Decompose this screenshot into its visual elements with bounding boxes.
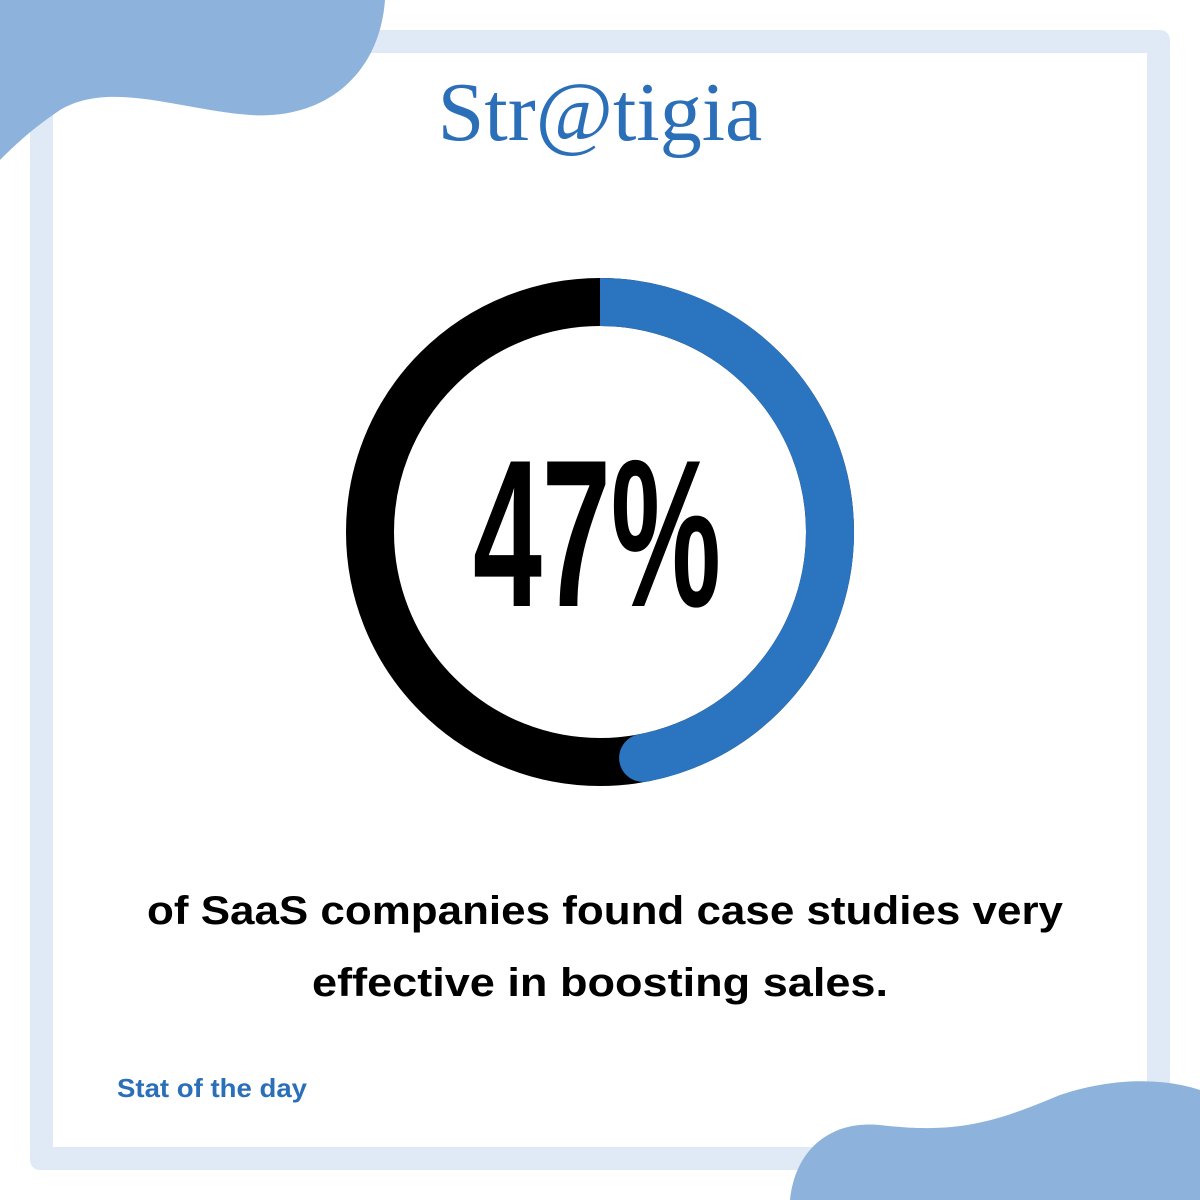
blob-bottom-right xyxy=(790,1081,1200,1200)
logo: Str@tigia xyxy=(438,66,763,159)
value-label: 47% xyxy=(473,416,721,651)
donut-arc xyxy=(599,278,854,782)
donut-chart: 47% of SaaS companies found case studies … xyxy=(147,278,1064,1005)
caption-line: effective in boosting sales. xyxy=(312,961,888,1005)
panel xyxy=(53,53,1147,1147)
caption-line: of SaaS companies found case studies ver… xyxy=(147,889,1064,933)
footer: Stat of the day xyxy=(117,1073,308,1103)
blob-top-left xyxy=(0,0,385,160)
arc-end-cap xyxy=(619,733,668,782)
